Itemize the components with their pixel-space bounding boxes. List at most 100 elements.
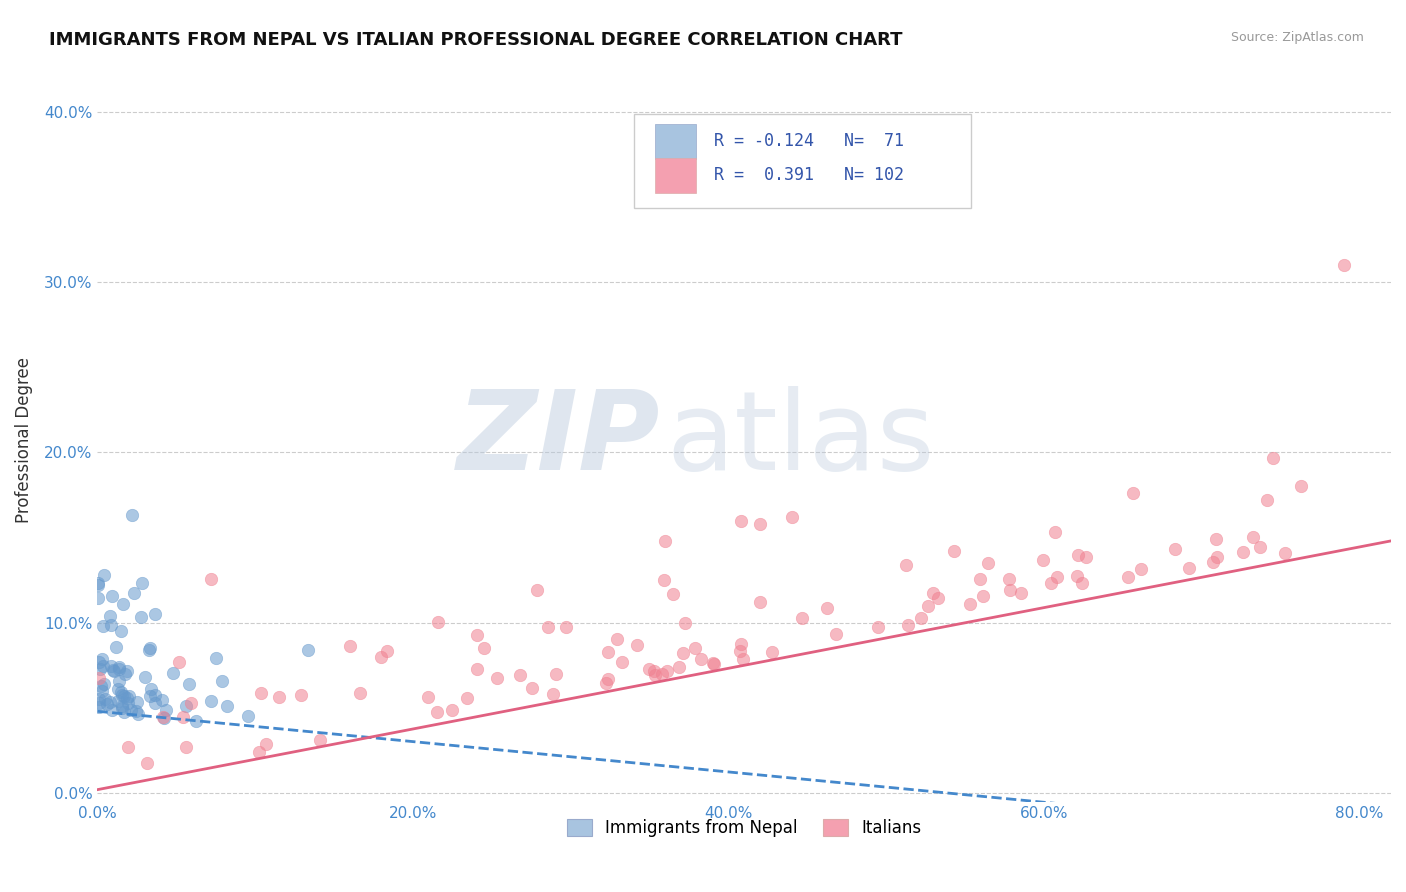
Point [98, 609, 121, 624]
Point [117, 739, 139, 754]
Point [1205, 532, 1227, 546]
Point [111, 701, 134, 715]
Point [138, 689, 160, 703]
Point [127, 707, 149, 722]
Point [91, 684, 114, 698]
Point [825, 627, 848, 641]
Point [186, 714, 208, 728]
Point [250, 686, 273, 700]
Point [537, 620, 560, 634]
Point [555, 620, 578, 634]
Point [101, 703, 124, 717]
Point [927, 591, 949, 606]
Text: ZIP: ZIP [457, 386, 661, 493]
Point [1066, 569, 1088, 583]
Point [107, 682, 129, 697]
Text: R =  0.391   N= 102: R = 0.391 N= 102 [714, 166, 904, 185]
Point [254, 737, 277, 751]
Point [89, 655, 111, 669]
Point [612, 655, 634, 669]
Point [1333, 258, 1355, 272]
Point [606, 632, 628, 646]
Point [426, 615, 449, 630]
Point [111, 698, 134, 713]
Point [117, 696, 139, 710]
Point [976, 556, 998, 570]
Point [100, 590, 122, 604]
Point [730, 637, 752, 651]
Point [108, 660, 131, 674]
Point [728, 644, 751, 658]
Point [1122, 485, 1144, 500]
Y-axis label: Professional Degree: Professional Degree [15, 357, 32, 523]
Point [654, 533, 676, 548]
Point [122, 586, 145, 600]
Point [1130, 562, 1153, 576]
Point [1076, 550, 1098, 565]
Point [1164, 541, 1187, 556]
Point [544, 666, 567, 681]
Point [174, 699, 197, 714]
Point [1289, 479, 1312, 493]
Point [761, 645, 783, 659]
Point [1032, 552, 1054, 566]
Point [100, 659, 122, 673]
Point [526, 582, 548, 597]
Point [247, 745, 270, 759]
Point [87, 578, 110, 592]
Point [91, 658, 114, 673]
Point [509, 667, 531, 681]
Point [205, 651, 228, 665]
Point [520, 681, 543, 695]
Text: atlas: atlas [666, 386, 935, 493]
Point [644, 668, 666, 682]
Point [1261, 451, 1284, 466]
Point [690, 652, 713, 666]
FancyBboxPatch shape [634, 113, 970, 208]
Point [87, 692, 110, 706]
Point [910, 610, 932, 624]
Point [1274, 546, 1296, 560]
Point [672, 646, 695, 660]
Point [943, 544, 966, 558]
Point [104, 640, 127, 654]
Point [93, 567, 115, 582]
Point [143, 607, 166, 621]
Point [101, 663, 124, 677]
Point [467, 662, 489, 676]
Point [815, 600, 838, 615]
Point [138, 643, 160, 657]
Point [485, 671, 508, 685]
Point [94, 692, 117, 706]
Point [730, 514, 752, 528]
Point [87, 576, 110, 591]
Point [1046, 570, 1069, 584]
Point [416, 690, 439, 704]
Point [651, 667, 673, 681]
Point [136, 756, 159, 770]
Point [150, 692, 173, 706]
Point [917, 599, 939, 613]
Point [162, 665, 184, 680]
Point [897, 617, 920, 632]
Point [134, 670, 156, 684]
Point [596, 645, 619, 659]
Point [138, 641, 160, 656]
Point [1249, 540, 1271, 554]
Point [998, 573, 1021, 587]
Point [637, 662, 659, 676]
Point [297, 642, 319, 657]
Point [1071, 576, 1094, 591]
Point [1178, 561, 1201, 575]
Point [139, 681, 162, 696]
Point [120, 703, 142, 717]
Point [1241, 530, 1264, 544]
Point [107, 662, 129, 676]
Point [595, 676, 617, 690]
Point [440, 703, 463, 717]
Point [200, 572, 222, 586]
Point [111, 598, 134, 612]
Point [89, 671, 111, 685]
Point [112, 705, 135, 719]
Point [111, 688, 134, 702]
